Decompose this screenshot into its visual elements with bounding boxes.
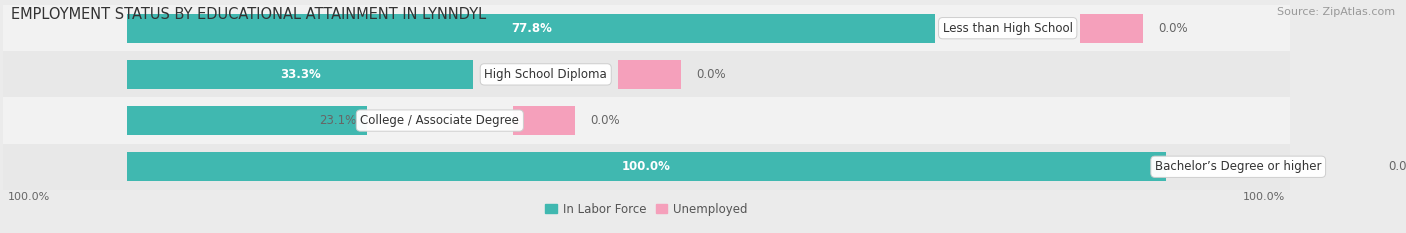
Text: College / Associate Degree: College / Associate Degree bbox=[360, 114, 519, 127]
Bar bbox=[3, 97, 1291, 144]
Bar bbox=[3, 5, 1291, 51]
Bar bbox=[513, 106, 575, 135]
Text: EMPLOYMENT STATUS BY EDUCATIONAL ATTAINMENT IN LYNNDYL: EMPLOYMENT STATUS BY EDUCATIONAL ATTAINM… bbox=[11, 7, 486, 22]
Text: 0.0%: 0.0% bbox=[1389, 160, 1406, 173]
Bar bbox=[1310, 152, 1374, 181]
Text: 0.0%: 0.0% bbox=[1159, 22, 1188, 35]
Text: Less than High School: Less than High School bbox=[943, 22, 1073, 35]
Bar bbox=[3, 51, 1291, 97]
Text: High School Diploma: High School Diploma bbox=[485, 68, 607, 81]
Text: 33.3%: 33.3% bbox=[280, 68, 321, 81]
Bar bbox=[128, 152, 1166, 181]
Text: Source: ZipAtlas.com: Source: ZipAtlas.com bbox=[1277, 7, 1395, 17]
Bar bbox=[128, 60, 472, 89]
Text: 77.8%: 77.8% bbox=[510, 22, 551, 35]
Bar bbox=[619, 60, 681, 89]
Text: 100.0%: 100.0% bbox=[1243, 192, 1285, 202]
Text: Bachelor’s Degree or higher: Bachelor’s Degree or higher bbox=[1154, 160, 1322, 173]
Text: 100.0%: 100.0% bbox=[8, 192, 51, 202]
Bar bbox=[1080, 14, 1143, 42]
Text: 0.0%: 0.0% bbox=[591, 114, 620, 127]
Bar bbox=[128, 14, 935, 42]
Text: 100.0%: 100.0% bbox=[621, 160, 671, 173]
Bar bbox=[3, 144, 1291, 190]
Bar bbox=[128, 106, 367, 135]
Text: 23.1%: 23.1% bbox=[319, 114, 357, 127]
Legend: In Labor Force, Unemployed: In Labor Force, Unemployed bbox=[540, 198, 752, 220]
Text: 0.0%: 0.0% bbox=[696, 68, 725, 81]
